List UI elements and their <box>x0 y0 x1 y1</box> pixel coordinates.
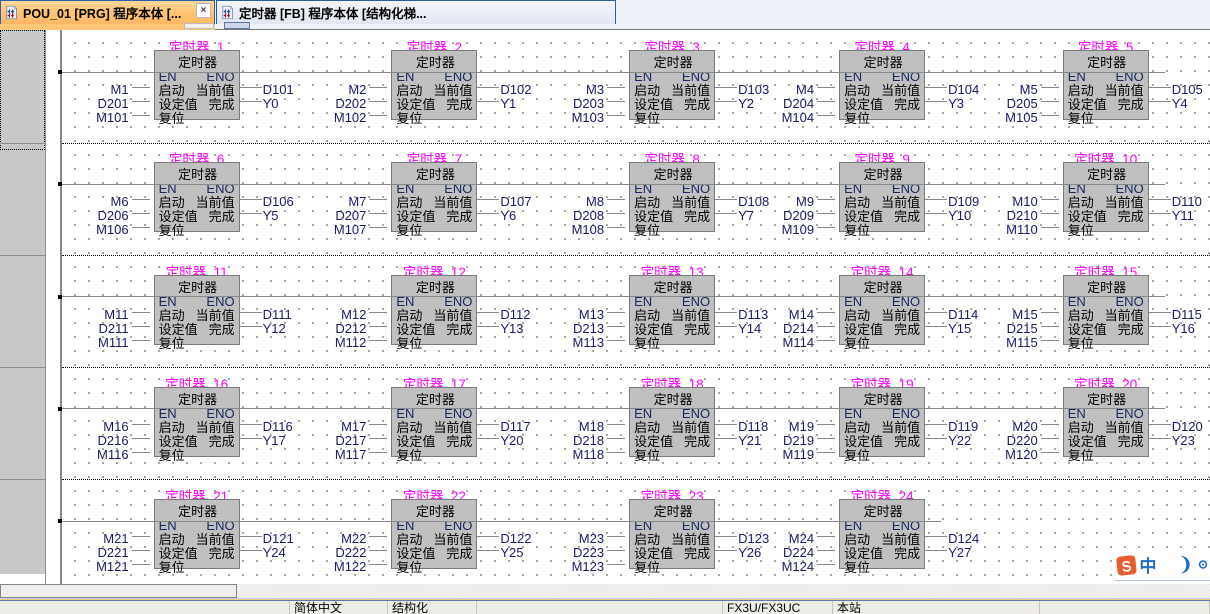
svg-text:中: 中 <box>1140 556 1157 576</box>
svg-text:S: S <box>1121 558 1133 576</box>
